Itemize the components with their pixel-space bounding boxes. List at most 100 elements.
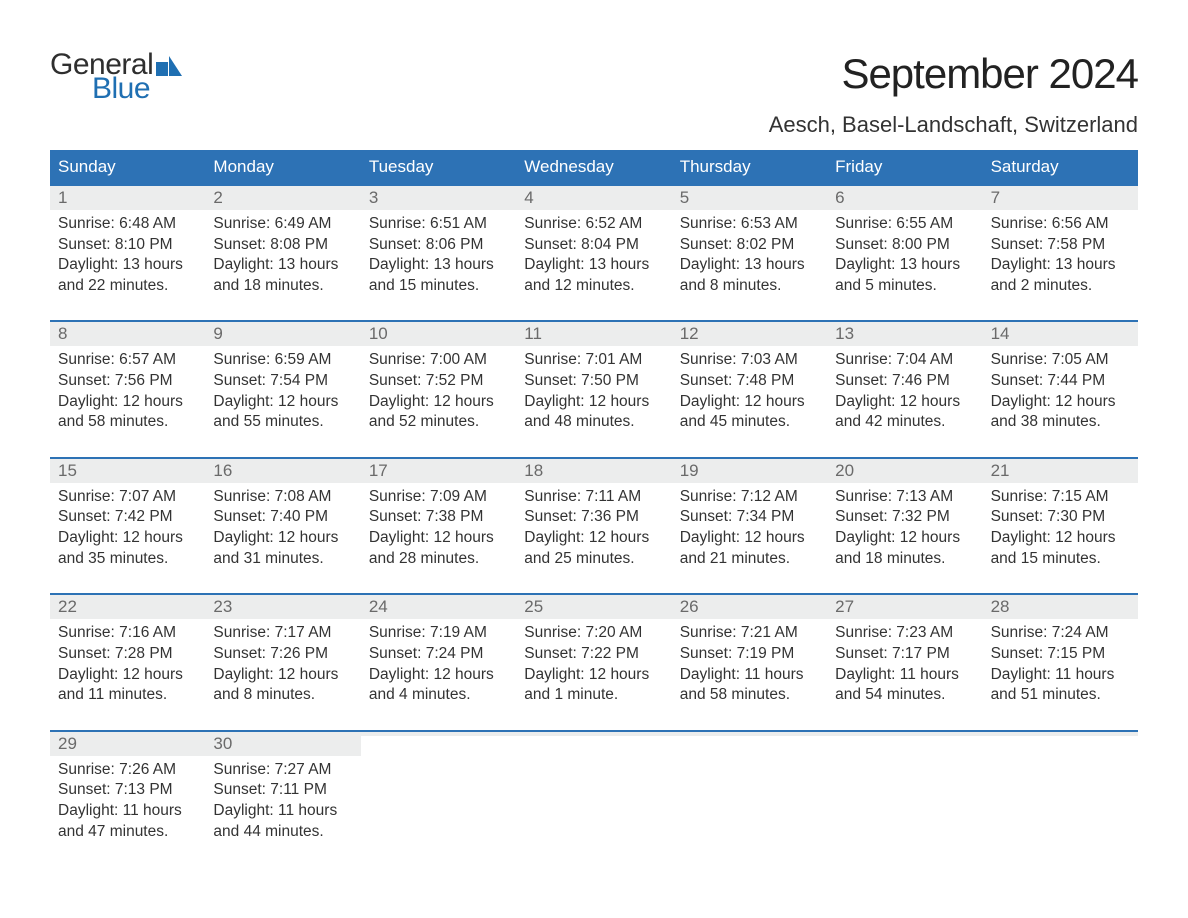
sunrise-line: Sunrise: 7:20 AM bbox=[524, 623, 665, 644]
sunrise-line: Sunrise: 7:23 AM bbox=[835, 623, 976, 644]
day-number-strip: 15 bbox=[50, 459, 205, 483]
sunset-line: Sunset: 7:24 PM bbox=[369, 644, 510, 665]
day-number: 19 bbox=[672, 459, 827, 483]
sunset-line: Sunset: 8:04 PM bbox=[524, 235, 665, 256]
day-number-strip: 29 bbox=[50, 732, 205, 756]
sunrise-line: Sunrise: 7:15 AM bbox=[991, 487, 1132, 508]
location-subtitle: Aesch, Basel-Landschaft, Switzerland bbox=[769, 112, 1138, 138]
daylight-line-1: Daylight: 13 hours bbox=[369, 255, 510, 276]
daylight-line-1: Daylight: 13 hours bbox=[991, 255, 1132, 276]
day-number-strip: 20 bbox=[827, 459, 982, 483]
calendar-cell: 5Sunrise: 6:53 AMSunset: 8:02 PMDaylight… bbox=[672, 186, 827, 320]
day-number-strip: 14 bbox=[983, 322, 1138, 346]
daylight-line-1: Daylight: 13 hours bbox=[835, 255, 976, 276]
day-number-strip bbox=[827, 732, 982, 736]
daylight-line-1: Daylight: 12 hours bbox=[213, 392, 354, 413]
daylight-line-2: and 45 minutes. bbox=[680, 412, 821, 433]
calendar-week: 29Sunrise: 7:26 AMSunset: 7:13 PMDayligh… bbox=[50, 730, 1138, 866]
sunrise-line: Sunrise: 6:56 AM bbox=[991, 214, 1132, 235]
sunset-line: Sunset: 8:00 PM bbox=[835, 235, 976, 256]
calendar-cell: 2Sunrise: 6:49 AMSunset: 8:08 PMDaylight… bbox=[205, 186, 360, 320]
day-details: Sunrise: 7:20 AMSunset: 7:22 PMDaylight:… bbox=[516, 619, 671, 705]
calendar-cell: 27Sunrise: 7:23 AMSunset: 7:17 PMDayligh… bbox=[827, 595, 982, 729]
day-number: 11 bbox=[516, 322, 671, 346]
calendar-cell: 23Sunrise: 7:17 AMSunset: 7:26 PMDayligh… bbox=[205, 595, 360, 729]
sunrise-line: Sunrise: 7:04 AM bbox=[835, 350, 976, 371]
weekday-header: Saturday bbox=[983, 150, 1138, 184]
day-details: Sunrise: 6:59 AMSunset: 7:54 PMDaylight:… bbox=[205, 346, 360, 432]
day-number-strip: 7 bbox=[983, 186, 1138, 210]
day-number: 22 bbox=[50, 595, 205, 619]
weekday-header: Tuesday bbox=[361, 150, 516, 184]
daylight-line-2: and 58 minutes. bbox=[680, 685, 821, 706]
day-number: 6 bbox=[827, 186, 982, 210]
daylight-line-2: and 8 minutes. bbox=[680, 276, 821, 297]
daylight-line-1: Daylight: 12 hours bbox=[524, 665, 665, 686]
day-number: 26 bbox=[672, 595, 827, 619]
sunset-line: Sunset: 8:08 PM bbox=[213, 235, 354, 256]
sunset-line: Sunset: 8:02 PM bbox=[680, 235, 821, 256]
sunrise-line: Sunrise: 7:05 AM bbox=[991, 350, 1132, 371]
daylight-line-2: and 1 minute. bbox=[524, 685, 665, 706]
day-number: 28 bbox=[983, 595, 1138, 619]
sunrise-line: Sunrise: 6:53 AM bbox=[680, 214, 821, 235]
day-details: Sunrise: 7:13 AMSunset: 7:32 PMDaylight:… bbox=[827, 483, 982, 569]
day-number: 4 bbox=[516, 186, 671, 210]
sunrise-line: Sunrise: 7:03 AM bbox=[680, 350, 821, 371]
daylight-line-2: and 15 minutes. bbox=[991, 549, 1132, 570]
sunset-line: Sunset: 7:11 PM bbox=[213, 780, 354, 801]
sunrise-line: Sunrise: 6:52 AM bbox=[524, 214, 665, 235]
daylight-line-2: and 42 minutes. bbox=[835, 412, 976, 433]
day-details: Sunrise: 7:05 AMSunset: 7:44 PMDaylight:… bbox=[983, 346, 1138, 432]
day-details: Sunrise: 6:52 AMSunset: 8:04 PMDaylight:… bbox=[516, 210, 671, 296]
weekday-header: Monday bbox=[205, 150, 360, 184]
day-number-strip: 11 bbox=[516, 322, 671, 346]
day-number: 20 bbox=[827, 459, 982, 483]
day-number: 9 bbox=[205, 322, 360, 346]
day-number-strip: 16 bbox=[205, 459, 360, 483]
calendar-cell bbox=[361, 732, 516, 866]
day-details: Sunrise: 7:27 AMSunset: 7:11 PMDaylight:… bbox=[205, 756, 360, 842]
weekday-header-row: SundayMondayTuesdayWednesdayThursdayFrid… bbox=[50, 150, 1138, 184]
sunrise-line: Sunrise: 6:51 AM bbox=[369, 214, 510, 235]
day-details: Sunrise: 6:51 AMSunset: 8:06 PMDaylight:… bbox=[361, 210, 516, 296]
daylight-line-2: and 2 minutes. bbox=[991, 276, 1132, 297]
sunset-line: Sunset: 7:36 PM bbox=[524, 507, 665, 528]
calendar-cell: 19Sunrise: 7:12 AMSunset: 7:34 PMDayligh… bbox=[672, 459, 827, 593]
day-details: Sunrise: 7:21 AMSunset: 7:19 PMDaylight:… bbox=[672, 619, 827, 705]
day-details: Sunrise: 7:15 AMSunset: 7:30 PMDaylight:… bbox=[983, 483, 1138, 569]
calendar-cell: 12Sunrise: 7:03 AMSunset: 7:48 PMDayligh… bbox=[672, 322, 827, 456]
sunrise-line: Sunrise: 7:08 AM bbox=[213, 487, 354, 508]
sunset-line: Sunset: 7:52 PM bbox=[369, 371, 510, 392]
day-number: 13 bbox=[827, 322, 982, 346]
calendar-cell: 26Sunrise: 7:21 AMSunset: 7:19 PMDayligh… bbox=[672, 595, 827, 729]
daylight-line-1: Daylight: 12 hours bbox=[213, 665, 354, 686]
sunset-line: Sunset: 7:17 PM bbox=[835, 644, 976, 665]
day-number-strip: 18 bbox=[516, 459, 671, 483]
day-number-strip: 23 bbox=[205, 595, 360, 619]
calendar-cell: 15Sunrise: 7:07 AMSunset: 7:42 PMDayligh… bbox=[50, 459, 205, 593]
daylight-line-2: and 18 minutes. bbox=[835, 549, 976, 570]
day-number-strip: 22 bbox=[50, 595, 205, 619]
day-number: 23 bbox=[205, 595, 360, 619]
day-details: Sunrise: 7:03 AMSunset: 7:48 PMDaylight:… bbox=[672, 346, 827, 432]
daylight-line-1: Daylight: 12 hours bbox=[213, 528, 354, 549]
daylight-line-2: and 52 minutes. bbox=[369, 412, 510, 433]
daylight-line-1: Daylight: 12 hours bbox=[369, 392, 510, 413]
day-number: 25 bbox=[516, 595, 671, 619]
calendar-cell: 25Sunrise: 7:20 AMSunset: 7:22 PMDayligh… bbox=[516, 595, 671, 729]
day-number-strip: 8 bbox=[50, 322, 205, 346]
sunset-line: Sunset: 7:13 PM bbox=[58, 780, 199, 801]
day-details: Sunrise: 7:11 AMSunset: 7:36 PMDaylight:… bbox=[516, 483, 671, 569]
day-number-strip: 19 bbox=[672, 459, 827, 483]
daylight-line-2: and 38 minutes. bbox=[991, 412, 1132, 433]
daylight-line-1: Daylight: 13 hours bbox=[524, 255, 665, 276]
day-details: Sunrise: 7:04 AMSunset: 7:46 PMDaylight:… bbox=[827, 346, 982, 432]
daylight-line-1: Daylight: 12 hours bbox=[369, 528, 510, 549]
sunrise-line: Sunrise: 6:59 AM bbox=[213, 350, 354, 371]
daylight-line-1: Daylight: 13 hours bbox=[58, 255, 199, 276]
daylight-line-1: Daylight: 12 hours bbox=[835, 528, 976, 549]
calendar-cell: 18Sunrise: 7:11 AMSunset: 7:36 PMDayligh… bbox=[516, 459, 671, 593]
day-details: Sunrise: 6:48 AMSunset: 8:10 PMDaylight:… bbox=[50, 210, 205, 296]
day-details: Sunrise: 6:55 AMSunset: 8:00 PMDaylight:… bbox=[827, 210, 982, 296]
